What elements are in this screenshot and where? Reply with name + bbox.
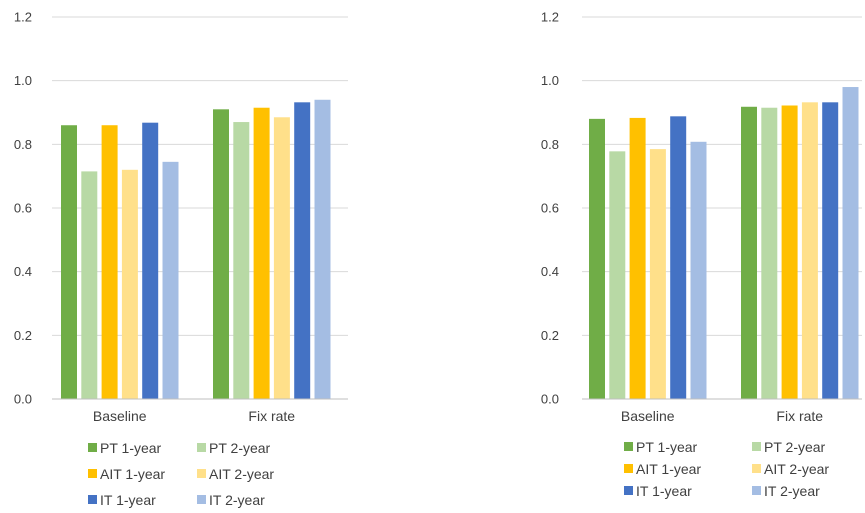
x-category-label: Baseline — [93, 408, 147, 424]
bar-ait-2-year-baseline — [121, 169, 138, 399]
y-tick-label: 1.2 — [14, 10, 32, 25]
legend-label: AIT 2-year — [209, 466, 274, 482]
bar-it-1-year-baseline — [142, 122, 159, 399]
bar-it-2-year-baseline — [690, 141, 707, 399]
y-tick-label: 0.2 — [541, 328, 559, 343]
bar-ait-1-year-baseline — [101, 125, 118, 399]
bar-pt-1-year-baseline — [61, 125, 77, 399]
y-tick-label: 1.0 — [541, 73, 559, 88]
legend-label: AIT 1-year — [100, 466, 165, 482]
bar-it-2-year-baseline — [162, 161, 179, 399]
bar-pt-2-year-fix-rate — [233, 122, 250, 400]
bar-pt-2-year-baseline — [609, 151, 626, 399]
legend-swatch — [197, 495, 206, 504]
bar-pt-1-year-fix-rate — [213, 109, 229, 400]
bar-it-1-year-fix-rate — [822, 102, 839, 400]
legend-swatch — [752, 486, 761, 495]
legend-swatch — [752, 442, 761, 451]
x-category-label: Fix rate — [248, 408, 295, 424]
chart-left: 0.0 0.2 0.4 0.6 0.8 1.0 1.2 Baseline Fix rate PT … — [14, 10, 348, 508]
bar-ait-2-year-fix-rate — [273, 117, 290, 400]
legend-swatch — [197, 443, 206, 452]
y-tick-label: 0.4 — [14, 264, 32, 279]
legend-label: PT 1-year — [636, 439, 698, 455]
y-tick-label: 0.0 — [541, 392, 559, 407]
legend-label: PT 2-year — [764, 439, 826, 455]
legend-swatch — [624, 442, 633, 451]
bar-it-1-year-fix-rate — [294, 102, 311, 400]
legend-label: PT 2-year — [209, 440, 271, 456]
y-tick-label: 0.4 — [541, 264, 559, 279]
y-tick-label: 1.0 — [14, 73, 32, 88]
bar-it-1-year-baseline — [670, 116, 687, 399]
y-tick-label: 0.2 — [14, 328, 32, 343]
y-tick-label: 0.8 — [14, 137, 32, 152]
bar-it-2-year-fix-rate — [314, 99, 331, 400]
x-category-label: Fix rate — [776, 408, 823, 424]
y-tick-label: 0.6 — [541, 201, 559, 216]
bar-ait-2-year-fix-rate — [801, 102, 818, 400]
legend-label: IT 1-year — [636, 483, 692, 499]
bar-pt-2-year-baseline — [81, 171, 98, 399]
y-tick-label: 0.6 — [14, 201, 32, 216]
bar-pt-1-year-fix-rate — [741, 106, 757, 400]
bar-pt-1-year-baseline — [589, 118, 605, 399]
legend-swatch — [88, 443, 97, 452]
bar-ait-1-year-fix-rate — [253, 107, 270, 399]
y-tick-label: 1.2 — [541, 10, 559, 25]
bar-it-2-year-fix-rate — [842, 87, 859, 400]
chart-right: 0.0 0.2 0.4 0.6 0.8 1.0 1.2 Baseline Fix rate PT … — [541, 10, 862, 499]
bar-ait-1-year-fix-rate — [781, 105, 798, 399]
bar-ait-2-year-baseline — [649, 149, 666, 399]
x-category-label: Baseline — [621, 408, 675, 424]
legend-swatch — [88, 469, 97, 478]
y-tick-label: 0.0 — [14, 392, 32, 407]
legend-swatch — [88, 495, 97, 504]
legend-label: IT 2-year — [764, 483, 820, 499]
legend-swatch — [624, 464, 633, 473]
legend-swatch — [752, 464, 761, 473]
legend-swatch — [197, 469, 206, 478]
legend-label: AIT 1-year — [636, 461, 701, 477]
legend-swatch — [624, 486, 633, 495]
y-tick-label: 0.8 — [541, 137, 559, 152]
bar-pt-2-year-fix-rate — [761, 107, 778, 399]
legend-label: AIT 2-year — [764, 461, 829, 477]
legend-label: IT 2-year — [209, 492, 265, 508]
legend-label: IT 1-year — [100, 492, 156, 508]
bar-ait-1-year-baseline — [629, 117, 646, 399]
legend-label: PT 1-year — [100, 440, 162, 456]
